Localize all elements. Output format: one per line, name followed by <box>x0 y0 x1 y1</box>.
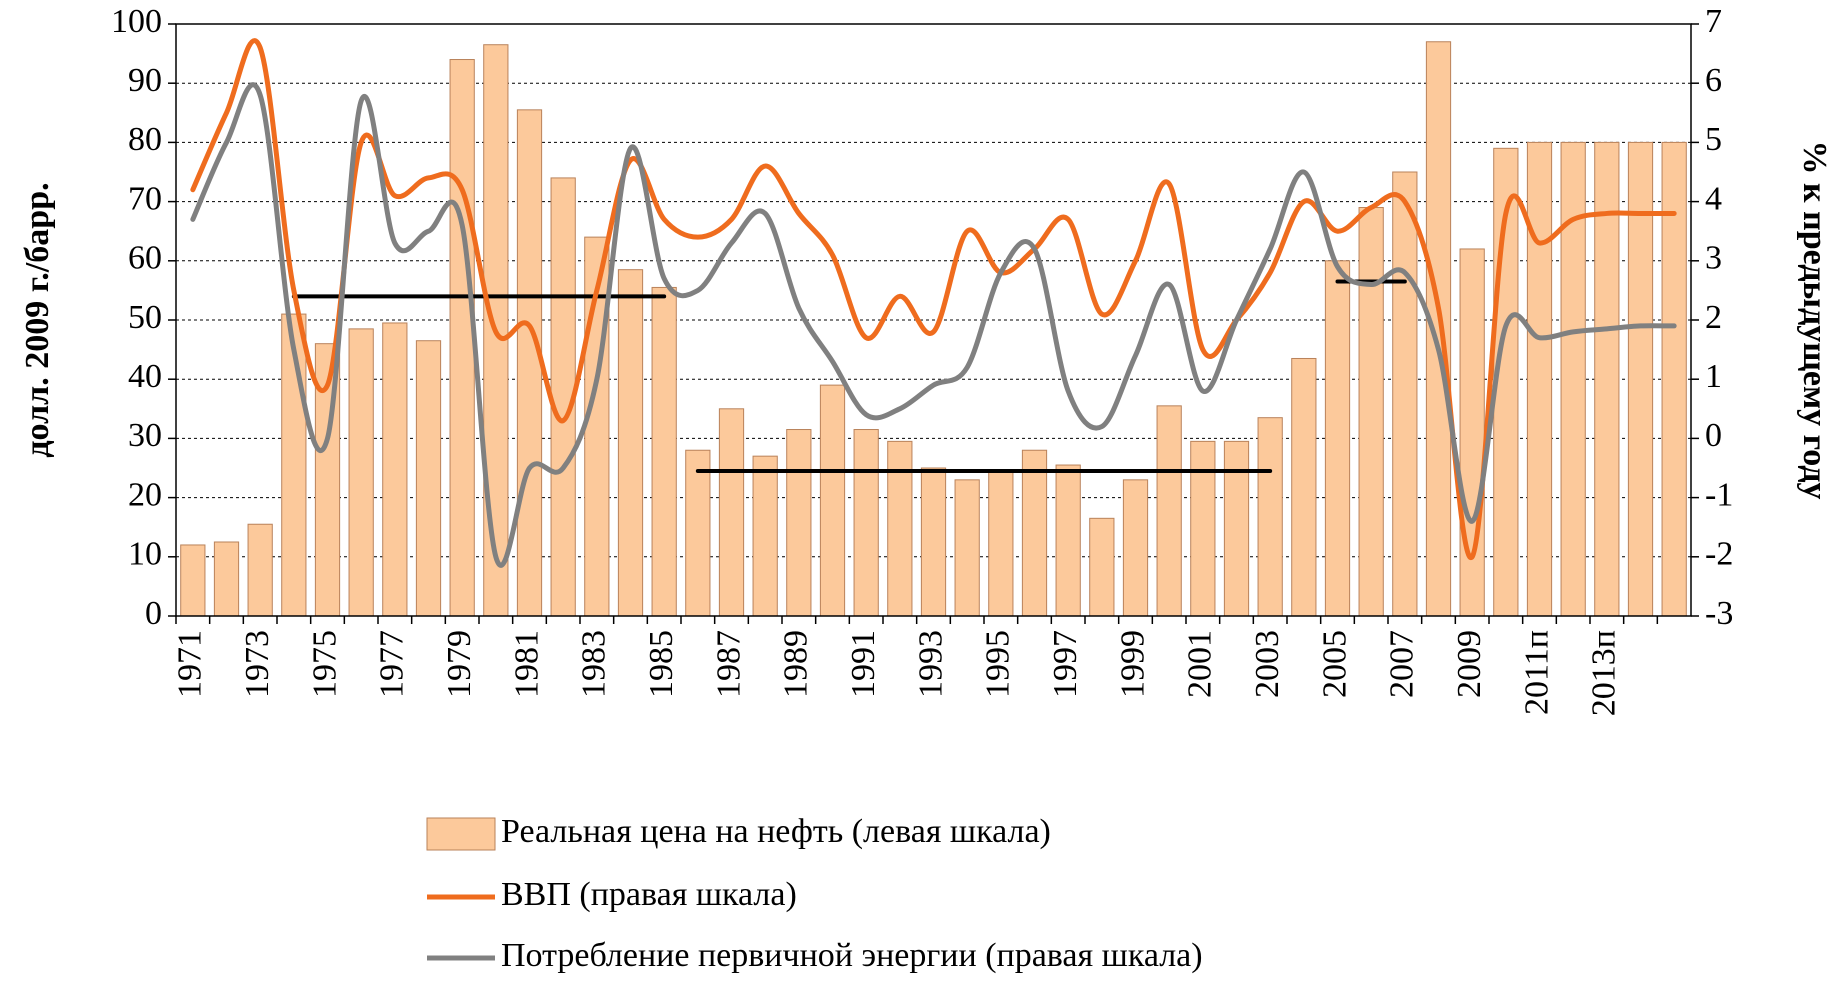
bar <box>1122 479 1149 617</box>
x-tick-label: 1993 <box>912 630 949 698</box>
x-tick-label: 2009 <box>1451 630 1488 698</box>
bar <box>516 109 543 617</box>
bar <box>920 467 947 617</box>
x-tick-label: 1979 <box>441 630 478 698</box>
y-tick-label: 10 <box>128 536 162 573</box>
x-tick-label: 1987 <box>710 630 747 698</box>
bar <box>449 59 475 617</box>
bar <box>213 541 240 617</box>
y-axis-title: долл. 2009 г./барр. <box>19 182 56 457</box>
y2-tick-label: 2 <box>1705 299 1722 336</box>
legend-label: Реальная цена на нефть (левая шкала) <box>501 813 1051 850</box>
bar <box>281 313 307 617</box>
plot-frame <box>175 23 1692 617</box>
line <box>190 82 1677 568</box>
x-tick-label: 1997 <box>1047 630 1084 698</box>
y-tick-label: 30 <box>128 417 162 454</box>
y2-tick-label: 5 <box>1705 121 1722 158</box>
x-tick-label: 2011п <box>1518 630 1555 715</box>
bar <box>988 470 1014 617</box>
bar <box>415 340 442 617</box>
bar <box>819 384 846 617</box>
y-tick-label: 40 <box>128 358 162 395</box>
bar <box>1627 141 1654 617</box>
bar <box>752 455 778 617</box>
bar <box>1358 207 1384 617</box>
bar <box>1223 440 1250 617</box>
y-tick-label: 50 <box>128 299 162 336</box>
y2-tick-label: 3 <box>1705 240 1722 277</box>
x-tick-label: 2001 <box>1182 630 1219 698</box>
y-tick-label: 60 <box>128 240 162 277</box>
bar <box>685 449 711 617</box>
bar <box>786 429 812 617</box>
bar <box>1526 141 1553 617</box>
y2-tick-label: -3 <box>1705 595 1733 632</box>
x-tick-label: 2007 <box>1384 630 1421 698</box>
bar <box>348 328 374 617</box>
bar <box>718 408 745 617</box>
bar <box>1190 440 1216 617</box>
x-tick-label: 1977 <box>374 630 411 698</box>
bar <box>1661 141 1687 617</box>
x-tick-label: 1999 <box>1114 630 1151 698</box>
bar <box>1291 357 1317 617</box>
bar <box>1021 449 1048 617</box>
bar <box>954 479 980 617</box>
bar <box>617 269 644 617</box>
x-tick-label: 1989 <box>778 630 815 698</box>
legend-label: Потребление первичной энергии (правая шк… <box>501 937 1203 974</box>
x-tick-label: 2003 <box>1249 630 1286 698</box>
y-tick-label: 20 <box>128 476 162 513</box>
bar <box>1459 248 1485 617</box>
x-tick-label: 2013п <box>1586 630 1623 716</box>
bar <box>1055 464 1081 617</box>
y-tick-label: 80 <box>128 121 162 158</box>
y2-tick-label: 6 <box>1705 62 1722 99</box>
y-tick-label: 100 <box>111 3 162 40</box>
bar <box>1392 171 1418 617</box>
x-tick-label: 2005 <box>1316 630 1353 698</box>
bar <box>1594 141 1620 617</box>
x-tick-label: 1983 <box>576 630 613 698</box>
bar <box>382 322 408 617</box>
y-tick-label: 0 <box>145 595 162 632</box>
y2-tick-label: 1 <box>1705 358 1722 395</box>
legend-label: ВВП (правая шкала) <box>501 876 797 913</box>
y2-axis-title: % к предыдущему году <box>1796 141 1833 500</box>
x-tick-label: 1985 <box>643 630 680 698</box>
y2-tick-label: -2 <box>1705 536 1733 573</box>
bar <box>651 286 677 617</box>
y2-tick-label: 4 <box>1705 180 1722 217</box>
bar <box>1089 517 1115 617</box>
line <box>190 38 1677 560</box>
bar <box>853 429 879 617</box>
x-tick-label: 1971 <box>172 630 209 698</box>
x-tick-label: 1975 <box>306 630 343 698</box>
x-tick-label: 1973 <box>239 630 276 698</box>
bar <box>1324 260 1351 617</box>
y-tick-label: 70 <box>128 180 162 217</box>
x-tick-label: 1995 <box>980 630 1017 698</box>
bar <box>1560 141 1586 617</box>
bar <box>1257 417 1283 617</box>
bar <box>247 523 273 617</box>
bar <box>1156 405 1182 617</box>
y2-tick-label: 0 <box>1705 417 1722 454</box>
x-tick-label: 1991 <box>845 630 882 698</box>
bar <box>887 440 913 617</box>
x-tick-label: 1981 <box>508 630 545 698</box>
y2-tick-label: 7 <box>1705 3 1722 40</box>
y-tick-label: 90 <box>128 62 162 99</box>
legend-swatch <box>426 817 496 851</box>
y2-tick-label: -1 <box>1705 476 1733 513</box>
bar <box>180 544 206 617</box>
